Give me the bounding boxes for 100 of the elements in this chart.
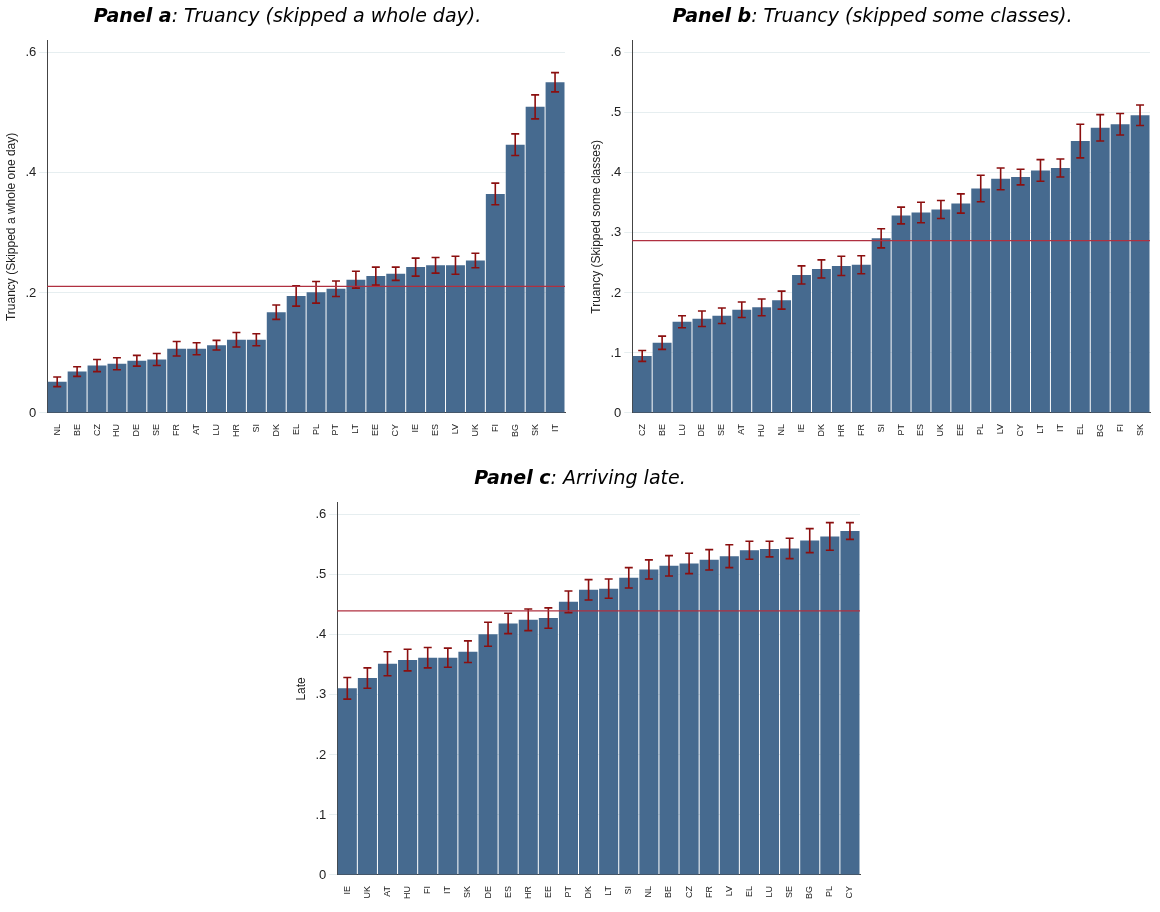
x-tick-label: FI [1114, 424, 1125, 432]
x-tick-label: CZ [91, 423, 102, 436]
x-tick-label: LT [350, 423, 361, 434]
x-tick-label: PT [895, 423, 906, 436]
y-tick-label: .4 [315, 626, 327, 642]
chart-title: Panel a: Truancy (skipped a whole day). [92, 3, 483, 28]
x-tick-label: PL [824, 886, 835, 898]
x-tick-label: IE [795, 424, 806, 433]
x-tick-label: LV [449, 424, 460, 435]
x-tick-label: ES [915, 424, 926, 437]
y-tick-label: .6 [315, 506, 327, 522]
x-tick-label: ES [502, 886, 513, 899]
x-tick-label: NL [51, 424, 62, 436]
y-tick-label: .4 [25, 164, 37, 180]
x-tick-label: DE [482, 886, 493, 899]
y-axis-title: Truancy (Skipped a whole one day) [3, 132, 18, 322]
x-tick-label: PL [310, 424, 321, 436]
x-tick-label: IT [1054, 423, 1065, 432]
x-tick-label: IT [442, 885, 453, 894]
x-tick-label: HR [230, 423, 241, 437]
x-tick-label: PT [330, 423, 341, 436]
x-tick-label: CY [390, 424, 401, 437]
x-tick-label: CZ [636, 423, 647, 436]
x-tick-label: CY [844, 886, 855, 899]
x-tick-label: AT [191, 423, 202, 435]
y-tick-label: .2 [610, 284, 622, 300]
x-tick-label: UK [361, 886, 372, 899]
x-tick-label: NL [643, 886, 654, 898]
x-tick-label: FR [171, 423, 182, 436]
x-tick-label: BG [509, 424, 520, 438]
x-tick-label: DE [696, 424, 707, 437]
x-tick-label: HR [522, 885, 533, 899]
x-tick-label: BG [804, 886, 815, 900]
x-tick-label: SE [151, 424, 162, 437]
x-tick-label: PT [562, 885, 573, 898]
y-axis-title: Late [293, 676, 308, 701]
x-tick-label: SE [716, 424, 727, 437]
y-tick-label: .2 [25, 284, 37, 300]
x-tick-label: LT [1034, 423, 1045, 434]
x-tick-label: LT [603, 885, 614, 896]
x-tick-label: DK [270, 424, 281, 437]
chart-title: Panel b: Truancy (skipped some classes). [671, 3, 1074, 28]
x-tick-label: FI [489, 424, 500, 432]
x-tick-label: HU [402, 886, 413, 899]
x-tick-label: UK [469, 424, 480, 437]
y-tick-label: 0 [614, 404, 622, 420]
y-tick-label: .3 [610, 224, 622, 240]
x-tick-label: NL [776, 424, 787, 436]
x-tick-label: EL [743, 886, 754, 898]
x-tick-label: HU [756, 424, 767, 437]
x-tick-label: IT [549, 423, 560, 432]
x-tick-label: AT [736, 423, 747, 435]
y-tick-label: .1 [315, 806, 327, 822]
x-tick-label: FR [703, 885, 714, 898]
x-tick-label: SK [462, 886, 473, 899]
y-tick-label: 0 [319, 866, 327, 882]
x-tick-label: SI [250, 424, 261, 433]
y-tick-label: .5 [610, 104, 622, 120]
x-tick-label: ES [430, 424, 441, 437]
y-tick-label: .1 [610, 344, 622, 360]
x-tick-label: SK [529, 424, 540, 437]
x-tick-label: DK [583, 886, 594, 899]
x-tick-label: PL [975, 424, 986, 436]
y-tick-label: .2 [315, 746, 327, 762]
x-tick-label: LU [676, 424, 687, 436]
x-tick-label: EE [955, 424, 966, 437]
x-tick-label: CZ [683, 885, 694, 898]
x-tick-label: EL [1074, 424, 1085, 436]
x-tick-label: DK [815, 424, 826, 437]
x-tick-label: LV [723, 886, 734, 897]
x-tick-label: BE [663, 886, 674, 899]
x-tick-label: EE [542, 886, 553, 899]
x-tick-label: EE [370, 424, 381, 437]
x-tick-label: CY [1015, 424, 1026, 437]
y-tick-label: 0 [29, 404, 37, 420]
y-tick-label: .3 [315, 686, 327, 702]
y-tick-label: .5 [315, 566, 327, 582]
chart-title: Panel c: Arriving late. [473, 465, 687, 490]
x-tick-label: AT [381, 885, 392, 897]
x-tick-label: BG [1094, 424, 1105, 438]
y-tick-label: .6 [25, 44, 37, 60]
x-tick-label: SI [875, 424, 886, 433]
x-tick-label: EL [290, 424, 301, 436]
y-tick-label: .6 [610, 44, 622, 60]
x-tick-label: IE [341, 886, 352, 895]
x-tick-label: FR [855, 423, 866, 436]
x-tick-label: SE [784, 886, 795, 899]
x-tick-label: BE [656, 424, 667, 437]
x-tick-label: DE [131, 424, 142, 437]
x-tick-label: HU [111, 424, 122, 437]
x-tick-label: SK [1134, 424, 1145, 437]
x-tick-label: HR [835, 423, 846, 437]
x-tick-label: BE [71, 424, 82, 437]
x-tick-label: UK [935, 424, 946, 437]
y-tick-label: .4 [610, 164, 622, 180]
x-tick-label: LV [995, 424, 1006, 435]
x-tick-label: SI [623, 886, 634, 895]
x-tick-label: LU [764, 886, 775, 898]
x-tick-label: LU [210, 424, 221, 436]
x-tick-label: FI [422, 886, 433, 894]
